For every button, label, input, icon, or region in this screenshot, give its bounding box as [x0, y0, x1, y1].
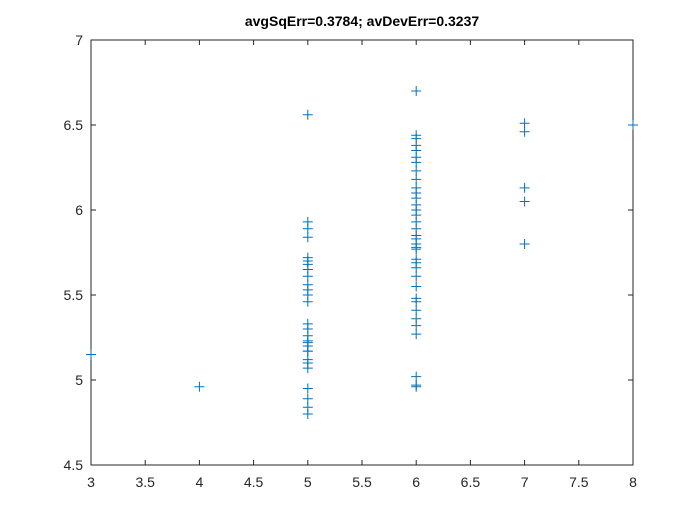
x-tick-label: 6 [412, 474, 420, 490]
x-tick-label: 6.5 [461, 474, 481, 490]
marker [411, 296, 422, 307]
marker [302, 223, 313, 234]
marker [411, 165, 422, 176]
chart-title: avgSqErr=0.3784; avDevErr=0.3237 [245, 13, 479, 29]
marker [411, 262, 422, 273]
marker [519, 126, 530, 137]
marker [302, 296, 313, 307]
marker [411, 329, 422, 340]
marker [411, 271, 422, 282]
x-tick-label: 4.5 [244, 474, 264, 490]
marker [302, 109, 313, 120]
x-tick-label: 3.5 [135, 474, 155, 490]
marker [411, 371, 422, 382]
marker [411, 320, 422, 331]
marker [411, 174, 422, 185]
marker [411, 244, 422, 255]
x-tick-label: 3 [87, 474, 95, 490]
marker [519, 196, 530, 207]
x-tick-label: 7 [521, 474, 529, 490]
y-tick-label: 6.5 [64, 117, 84, 133]
marker [86, 349, 96, 360]
x-tick-label: 5 [304, 474, 312, 490]
marker [411, 281, 422, 292]
marker [411, 86, 422, 96]
marker [302, 393, 313, 404]
y-tick-label: 6 [75, 202, 83, 218]
x-tick-label: 7.5 [569, 474, 589, 490]
marker [519, 239, 530, 249]
marker [628, 120, 638, 130]
marker [411, 381, 422, 392]
marker [411, 157, 422, 168]
y-tick-label: 5 [75, 372, 83, 388]
marker [519, 118, 530, 129]
marker [302, 383, 313, 394]
marker [302, 232, 313, 243]
x-tick-label: 8 [629, 474, 637, 490]
marker [519, 182, 530, 193]
y-tick-label: 7 [75, 32, 83, 48]
x-tick-label: 4 [196, 474, 204, 490]
marker [302, 271, 313, 282]
y-tick-label: 5.5 [64, 287, 84, 303]
y-tick-label: 4.5 [64, 457, 84, 473]
marker [302, 346, 313, 357]
x-tick-label: 5.5 [352, 474, 372, 490]
marker [411, 305, 422, 316]
marker [302, 363, 313, 374]
marker [302, 409, 313, 419]
marker [194, 381, 205, 392]
axes-box [90, 39, 634, 466]
